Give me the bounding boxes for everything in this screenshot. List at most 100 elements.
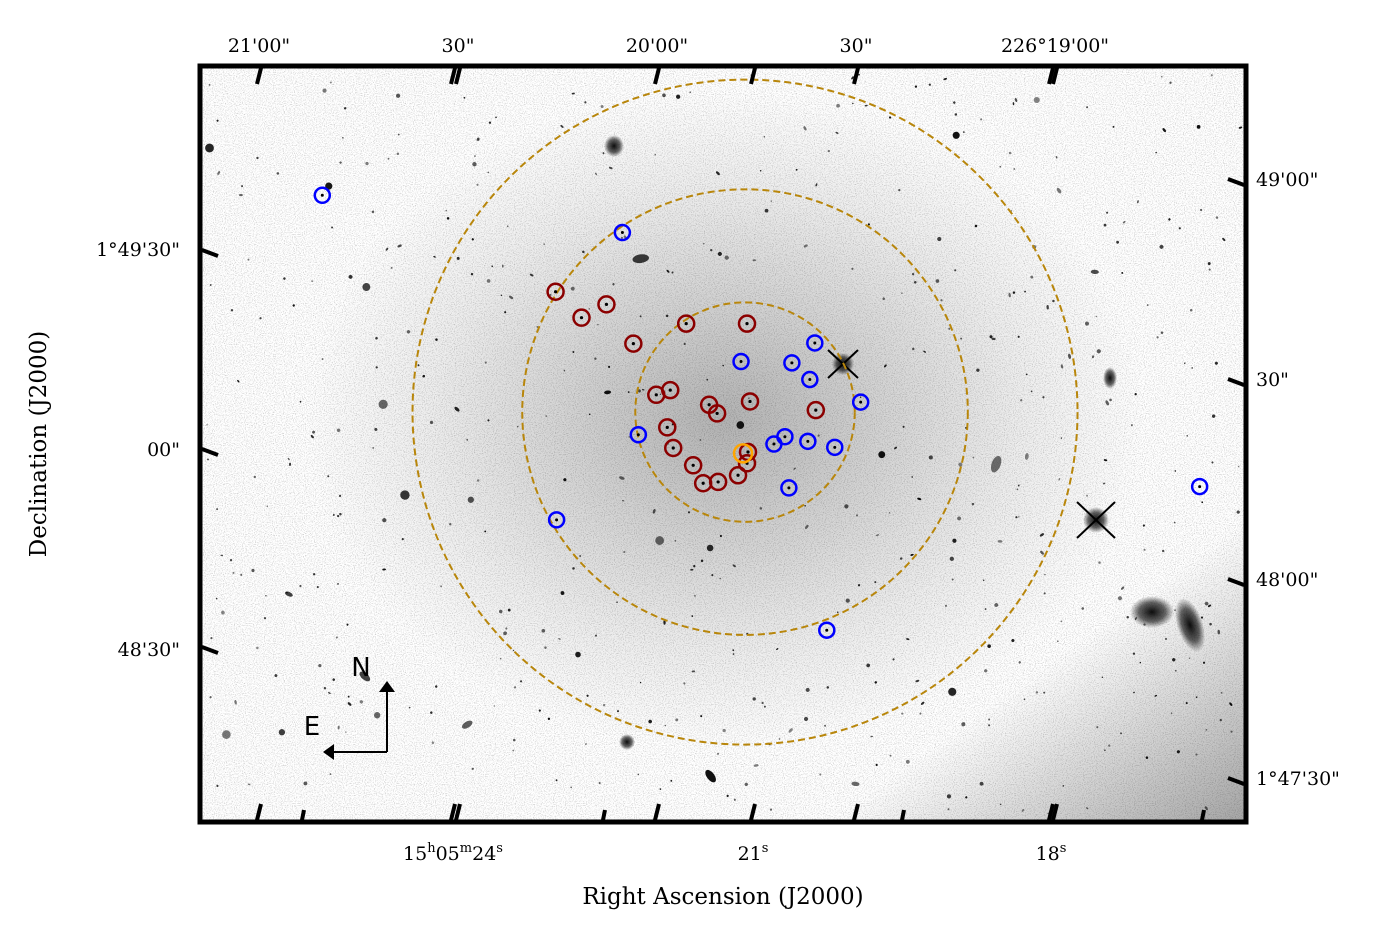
background-source [292, 304, 295, 307]
background-source [1207, 604, 1212, 608]
background-source [675, 718, 679, 722]
right-tick-labels: 49'00" 30" 48'00" 1°47'30" [1256, 169, 1340, 790]
background-source [1008, 292, 1011, 298]
background-source [1060, 437, 1063, 439]
background-source [954, 113, 958, 116]
background-source [1207, 262, 1211, 266]
blue-member-core [859, 400, 863, 404]
background-source [1204, 601, 1209, 606]
background-source [274, 674, 278, 678]
background-source [1130, 424, 1133, 427]
background-source [1057, 640, 1059, 643]
background-source [323, 686, 327, 690]
background-source [827, 149, 830, 153]
background-source [467, 496, 474, 503]
background-source [637, 773, 639, 776]
tick-mark [454, 803, 462, 821]
background-source [659, 788, 662, 790]
background-source [382, 568, 386, 571]
background-source [913, 281, 917, 284]
background-source [221, 610, 225, 615]
background-source [493, 705, 496, 707]
background-source [1236, 510, 1240, 514]
background-source [1058, 477, 1061, 481]
background-source [1024, 452, 1029, 460]
background-source [602, 703, 606, 707]
background-source [1018, 516, 1020, 518]
background-source [1156, 336, 1159, 339]
background-source [1121, 586, 1125, 590]
background-source [549, 293, 552, 296]
background-source [259, 317, 262, 320]
background-source [491, 265, 494, 268]
background-source [1112, 125, 1115, 128]
background-source [512, 738, 516, 742]
background-source [994, 603, 999, 607]
red-member-core [665, 425, 669, 429]
tick-mark [749, 67, 757, 85]
blue-member-marker [799, 432, 817, 451]
background-source [999, 166, 1001, 168]
background-source [1020, 399, 1023, 402]
background-source [1174, 470, 1177, 472]
background-source [980, 118, 983, 121]
background-source [396, 93, 401, 98]
background-source [313, 573, 316, 576]
background-source [705, 769, 716, 783]
background-source [874, 681, 877, 684]
background-source [974, 224, 978, 228]
blue-member-core [1198, 485, 1202, 489]
background-source [1103, 459, 1108, 462]
background-source [711, 574, 714, 577]
background-source [683, 342, 686, 345]
bottom-tick-label: 18s [1036, 841, 1067, 865]
plot-frame [197, 63, 1249, 825]
background-source [1191, 367, 1194, 369]
background-source [339, 161, 342, 164]
blue-member-core [636, 433, 640, 437]
background-source [1237, 465, 1240, 468]
background-source [230, 309, 234, 312]
red-member-core [691, 463, 695, 467]
background-source [1060, 620, 1063, 623]
background-source [310, 434, 314, 439]
background-source [1096, 349, 1101, 354]
background-source [710, 248, 713, 252]
background-source [859, 396, 862, 398]
background-source [608, 166, 613, 170]
background-source [805, 524, 809, 530]
background-source [851, 76, 854, 80]
background-source [1205, 728, 1208, 731]
blue-member-marker [806, 334, 824, 352]
blue-member-core [787, 486, 791, 490]
blue-member-marker [851, 393, 870, 411]
background-source [857, 584, 861, 587]
red-member-core [745, 322, 749, 326]
background-source [382, 518, 387, 523]
background-source [563, 478, 567, 482]
background-source [585, 743, 587, 745]
background-source [659, 393, 662, 396]
background-source [499, 657, 502, 660]
background-source [498, 609, 503, 614]
background-source [957, 516, 961, 521]
background-source [901, 292, 903, 294]
compass: N E [304, 653, 395, 760]
background-source [1030, 275, 1034, 279]
background-source [604, 390, 612, 395]
background-source [541, 628, 546, 633]
tick-mark [1047, 803, 1055, 821]
background-source [265, 594, 267, 597]
background-source [1081, 607, 1085, 610]
background-source [1108, 744, 1111, 747]
background-source [882, 297, 886, 301]
background-source [888, 512, 891, 514]
background-source [400, 490, 410, 500]
background-source [563, 369, 566, 372]
background-source [1211, 461, 1214, 464]
background-source [287, 457, 290, 461]
bottom-tick-labels: 15h05m24s 21s 18s [403, 841, 1066, 865]
background-source [1016, 488, 1019, 491]
background-source [484, 361, 487, 364]
